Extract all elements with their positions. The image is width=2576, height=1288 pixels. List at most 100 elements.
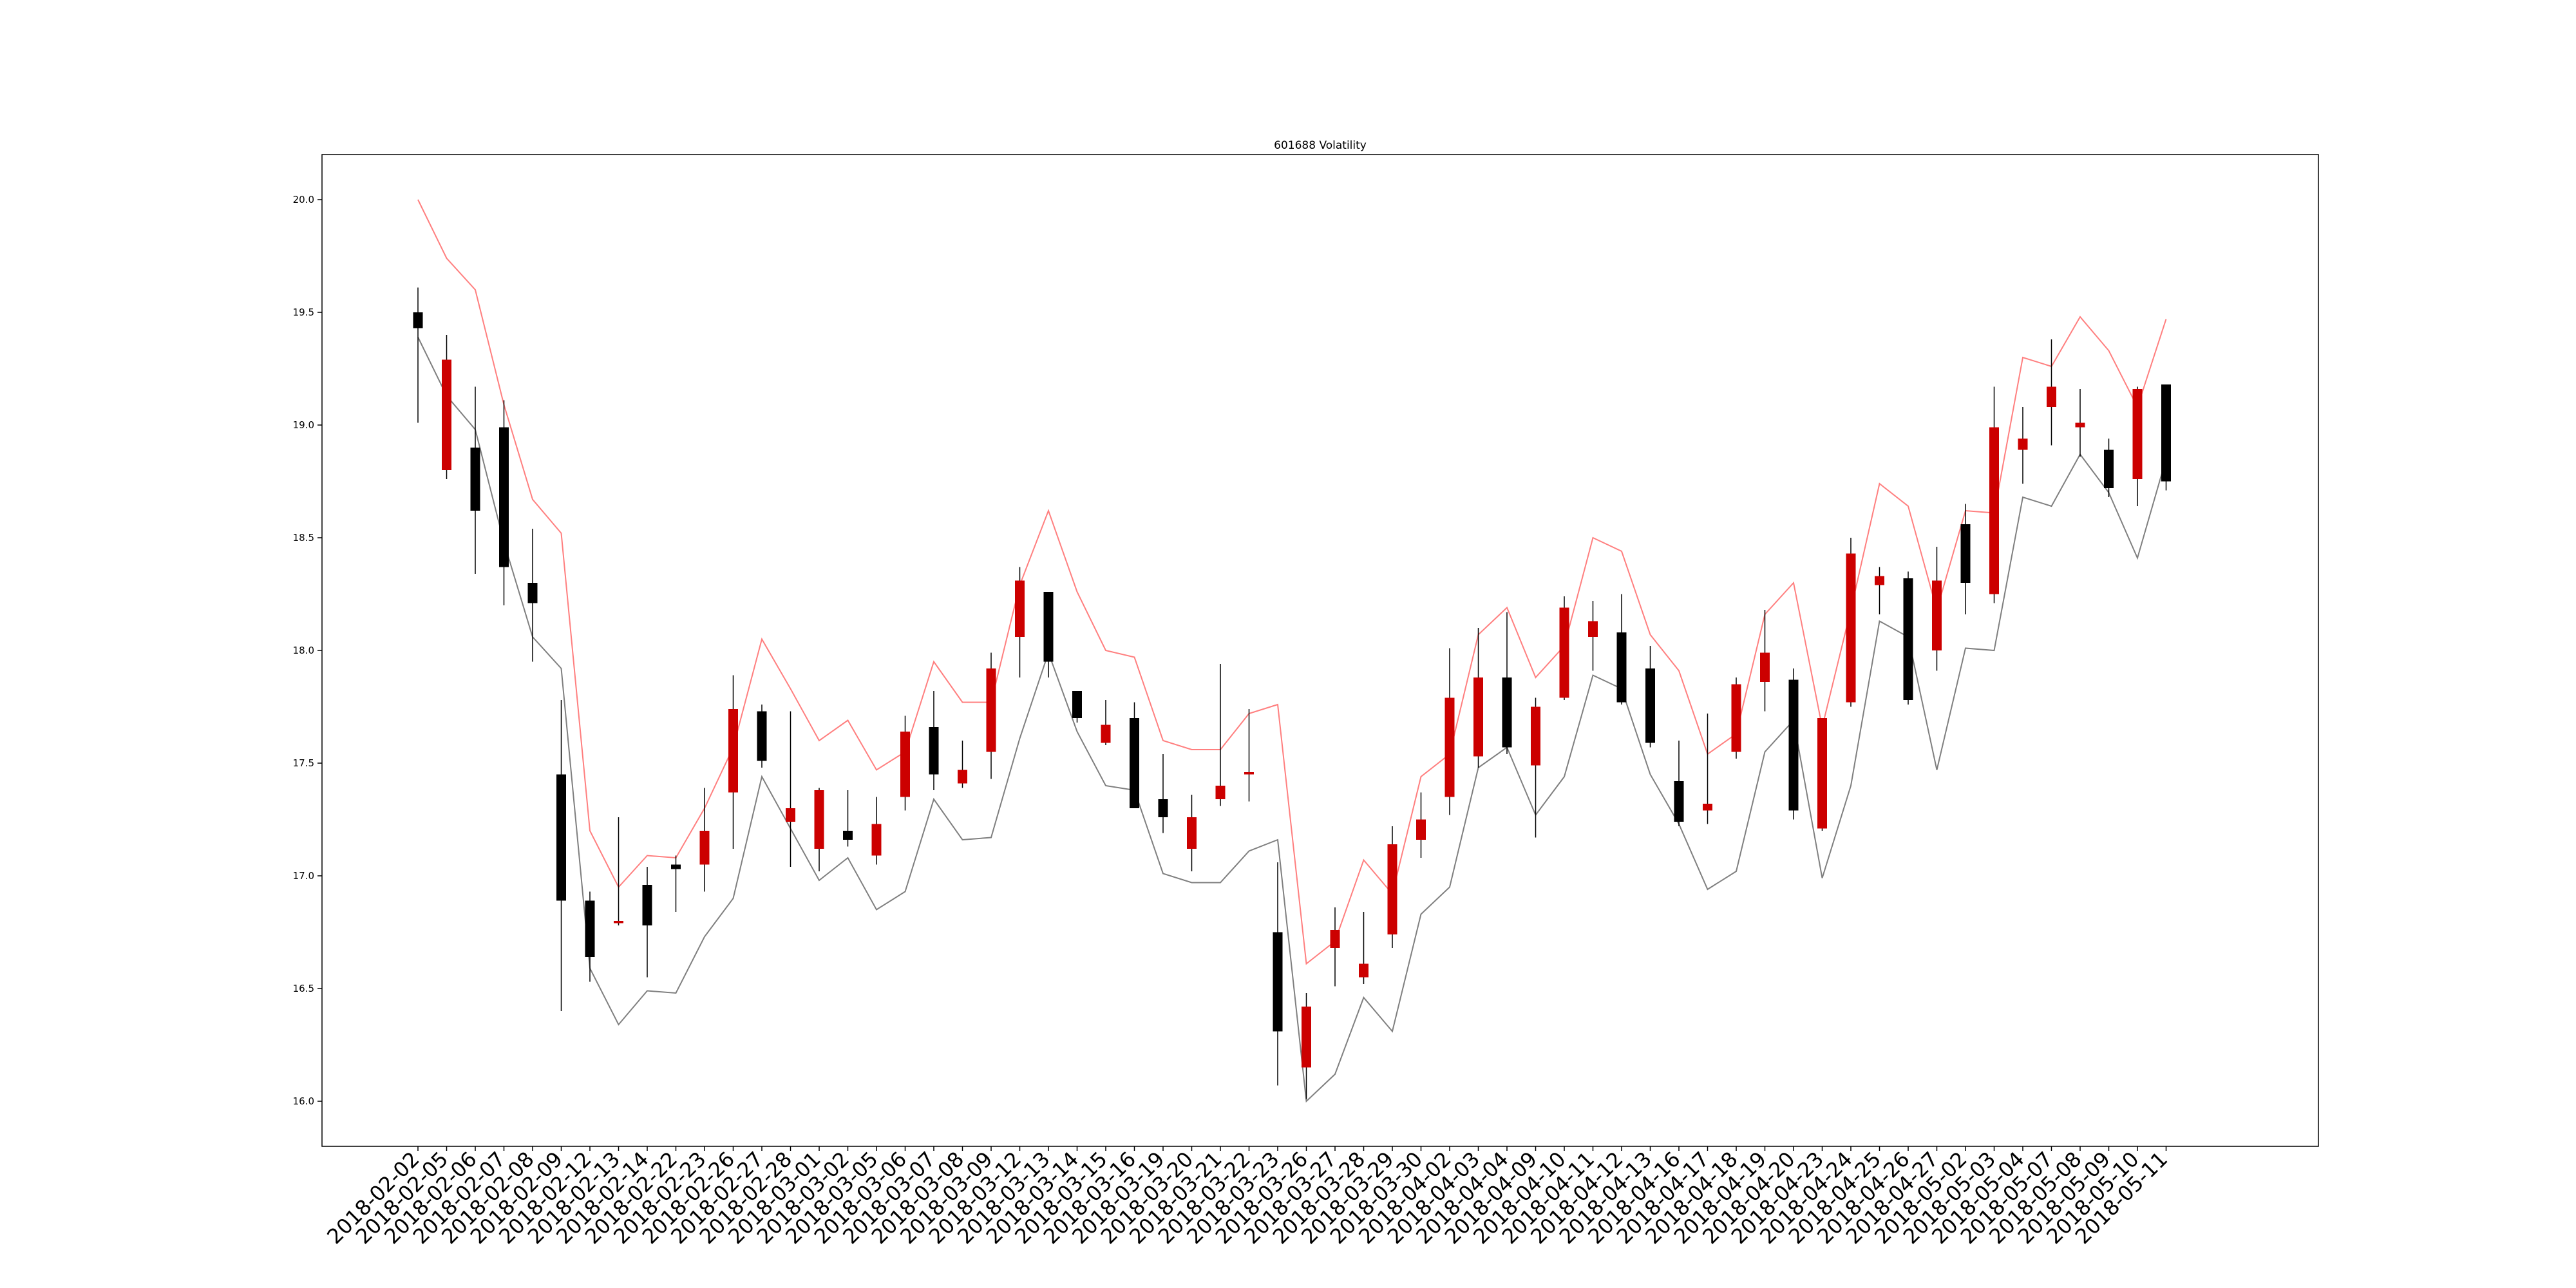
y-tick-label: 18.5 [293, 532, 314, 544]
candle [1359, 912, 1368, 984]
candle-body [1531, 706, 1540, 766]
candle [1416, 792, 1426, 858]
candle-body [1187, 817, 1197, 849]
candle-body [1645, 668, 1655, 743]
candle [1674, 741, 1684, 826]
candle-body [1760, 652, 1770, 682]
candle [1989, 386, 1999, 603]
candle [1330, 907, 1340, 987]
candle-body [1072, 691, 1082, 718]
candle-body [2018, 439, 2028, 450]
candle-body [642, 885, 652, 925]
candle-body [1817, 718, 1827, 829]
candle [1273, 862, 1283, 1086]
candle [2104, 439, 2114, 497]
candle [1760, 610, 1770, 712]
candle-body [1273, 932, 1283, 1032]
candle-body [1674, 781, 1684, 822]
candle-body [699, 831, 710, 865]
candle [1875, 567, 1884, 614]
candle [1244, 709, 1254, 802]
candle [986, 652, 996, 779]
candle [556, 700, 566, 1011]
y-tick-label: 16.0 [293, 1095, 314, 1107]
y-tick-label: 18.0 [293, 645, 314, 656]
candle-body [1215, 786, 1226, 799]
candle-body [986, 668, 996, 752]
candle-body [958, 770, 967, 784]
y-tick-label: 20.0 [293, 194, 314, 205]
candle [1559, 596, 1569, 700]
candle-body [2047, 386, 2056, 407]
candle [1616, 594, 1627, 705]
candle [2075, 389, 2085, 457]
candle [1903, 571, 1913, 705]
candle-body [1588, 621, 1598, 637]
candle-body [900, 732, 910, 797]
candle [642, 867, 652, 978]
candle-body [1903, 578, 1913, 700]
candle-body [1359, 963, 1368, 978]
candle-body [470, 448, 480, 511]
candle-body [1875, 576, 1884, 585]
y-tick-label: 19.0 [293, 419, 314, 431]
candle-body [1788, 679, 1799, 811]
candle [1015, 567, 1025, 677]
candle-body [1130, 718, 1139, 808]
plot-area [413, 199, 2171, 1103]
candle [1645, 646, 1655, 748]
candle-body [556, 774, 566, 901]
candle-body [1244, 772, 1254, 775]
candle-body [614, 921, 623, 923]
candle [1473, 628, 1483, 768]
candle [1130, 702, 1139, 808]
candle-body [2104, 450, 2114, 488]
y-tick-label: 16.5 [293, 983, 314, 994]
candle [1444, 648, 1455, 815]
axes-frame [321, 154, 2319, 1147]
candle-body [1932, 580, 1942, 650]
y-tick-label: 19.5 [293, 307, 314, 318]
candle-body [1559, 607, 1569, 698]
candle [1788, 668, 1799, 820]
candle-body [1989, 427, 1999, 594]
upper-band-line [417, 199, 2167, 965]
candle-body [843, 831, 853, 840]
candle [2018, 407, 2028, 484]
lower-band-line [417, 337, 2167, 1103]
candle [671, 855, 681, 912]
candle [1932, 547, 1942, 671]
candle-body [1302, 1007, 1311, 1068]
candle-body [1703, 804, 1712, 811]
candle [1187, 795, 1197, 871]
candle-body [2161, 384, 2171, 482]
candle [757, 705, 767, 768]
candle [1101, 700, 1111, 745]
candle [1703, 714, 1712, 824]
candle [1588, 601, 1598, 671]
candle-body [1960, 524, 1971, 583]
candle-body [2075, 422, 2085, 428]
candle [699, 788, 710, 892]
candle [2132, 386, 2143, 506]
candle-body [1444, 697, 1455, 797]
y-axis: 16.0 16.5 17.0 17.5 18.0 18.5 19.0 19.5 20.0 [293, 194, 322, 1107]
y-tick-label: 17.0 [293, 870, 314, 882]
candle-body [413, 312, 423, 328]
candle [1158, 754, 1168, 833]
candle-body [585, 900, 595, 957]
candle-body [1731, 684, 1741, 752]
candle [1846, 538, 1856, 707]
candle [1043, 592, 1054, 677]
candle-body [1101, 724, 1111, 743]
candle [843, 790, 853, 847]
candle-body [1015, 580, 1025, 637]
candle-body [757, 711, 767, 761]
chart-title: 601688 Volatility [1274, 139, 1367, 152]
candle [614, 817, 623, 925]
candle-body [728, 709, 738, 793]
candle-body [1473, 677, 1483, 757]
candle [413, 287, 423, 423]
candle-body [1043, 592, 1054, 662]
